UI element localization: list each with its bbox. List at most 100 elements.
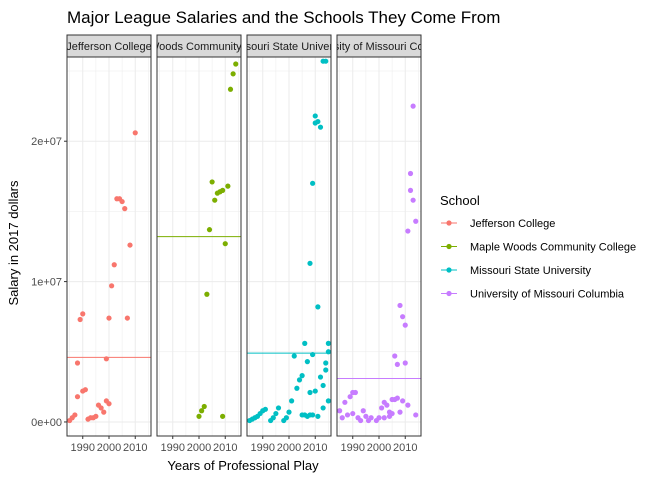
- data-point: [381, 415, 387, 421]
- data-point: [389, 410, 395, 417]
- data-point: [384, 402, 390, 408]
- data-point: [132, 130, 138, 136]
- data-point: [392, 353, 398, 359]
- data-point: [410, 103, 416, 109]
- facet-strip-label: Missouri State University: [228, 41, 350, 53]
- legend-item-label: University of Missouri Columbia: [470, 289, 625, 301]
- data-point: [310, 180, 316, 186]
- data-points: [337, 103, 419, 424]
- data-point: [111, 262, 117, 268]
- facet-strip-label: Maple Woods Community College: [116, 41, 282, 53]
- data-points: [247, 58, 331, 424]
- data-point: [294, 385, 300, 391]
- data-point: [352, 389, 358, 396]
- data-point: [325, 340, 331, 346]
- data-point: [106, 401, 112, 407]
- x-tick-label: 1990: [161, 442, 185, 454]
- data-point: [124, 315, 130, 321]
- data-point: [323, 367, 329, 373]
- data-point: [212, 197, 218, 203]
- x-tick-label: 2010: [303, 442, 327, 454]
- data-point: [323, 360, 329, 366]
- data-point: [82, 387, 88, 393]
- x-axis-label: Years of Professional Play: [167, 458, 319, 473]
- data-point: [317, 124, 324, 130]
- data-point: [106, 315, 112, 321]
- legend-item: University of Missouri Columbia: [441, 289, 625, 301]
- data-point: [275, 405, 282, 411]
- data-point: [77, 316, 83, 323]
- data-points: [196, 61, 239, 419]
- data-point: [400, 398, 406, 404]
- y-tick-label: 2e+07: [31, 136, 62, 148]
- data-point: [315, 118, 321, 125]
- data-point: [201, 403, 207, 410]
- legend-key-point: [446, 220, 452, 226]
- y-axis-label: Salary in 2017 dollars: [6, 180, 21, 306]
- gridlines: [247, 57, 331, 436]
- x-tick-label: 2010: [213, 442, 237, 454]
- data-point: [342, 399, 348, 405]
- legend-item: Missouri State University: [441, 265, 592, 277]
- legend: School Jefferson College Maple Woods Comm…: [440, 193, 636, 301]
- facet-panel: Missouri State University 1990 2000 2010: [228, 34, 350, 454]
- data-point: [109, 283, 115, 289]
- data-point: [233, 61, 239, 67]
- data-point: [289, 398, 295, 404]
- x-tick-label: 1990: [71, 442, 95, 454]
- legend-item-label: Maple Woods Community College: [470, 242, 636, 254]
- data-point: [323, 58, 329, 64]
- data-point: [103, 356, 109, 362]
- data-point: [402, 322, 408, 328]
- x-tick-label: 2010: [123, 442, 147, 454]
- data-point: [344, 412, 351, 418]
- data-point: [80, 311, 86, 317]
- data-point: [283, 415, 289, 421]
- x-tick-label: 2000: [97, 442, 121, 454]
- data-point: [363, 413, 369, 419]
- data-point: [350, 410, 356, 417]
- legend-key-point: [446, 290, 452, 297]
- data-point: [206, 227, 213, 233]
- data-point: [98, 405, 104, 411]
- data-point: [402, 360, 408, 366]
- data-point: [101, 409, 107, 415]
- data-point: [397, 302, 403, 309]
- chart-title: Major League Salaries and the Schools Th…: [67, 8, 500, 27]
- legend-key-point: [446, 267, 452, 273]
- data-point: [312, 113, 318, 119]
- data-point: [291, 353, 297, 359]
- data-point: [199, 408, 205, 414]
- legend-item-label: Jefferson College: [470, 218, 555, 230]
- gridlines: [67, 57, 151, 436]
- y-tick-label: 0e+00: [31, 417, 62, 429]
- x-tick-label: 1990: [251, 442, 275, 454]
- data-point: [230, 71, 236, 77]
- data-point: [317, 374, 324, 380]
- data-point: [407, 170, 414, 177]
- data-point: [262, 406, 268, 412]
- data-point: [196, 413, 202, 419]
- legend-item: Maple Woods Community College: [441, 242, 636, 254]
- data-point: [337, 408, 343, 414]
- data-point: [270, 415, 276, 421]
- data-point: [312, 388, 318, 394]
- data-point: [74, 360, 81, 366]
- data-point: [122, 206, 128, 212]
- facet-panel: Jefferson College 1990 2000 2010: [66, 34, 152, 454]
- data-point: [347, 394, 353, 400]
- data-point: [325, 398, 331, 404]
- x-tick-label: 2010: [393, 442, 417, 454]
- data-point: [299, 373, 305, 379]
- data-point: [304, 359, 310, 365]
- x-tick-label: 1990: [341, 442, 365, 454]
- x-tick-label: 2000: [187, 442, 211, 454]
- data-point: [222, 241, 228, 247]
- data-point: [405, 228, 411, 234]
- data-point: [394, 361, 400, 368]
- data-point: [204, 291, 210, 297]
